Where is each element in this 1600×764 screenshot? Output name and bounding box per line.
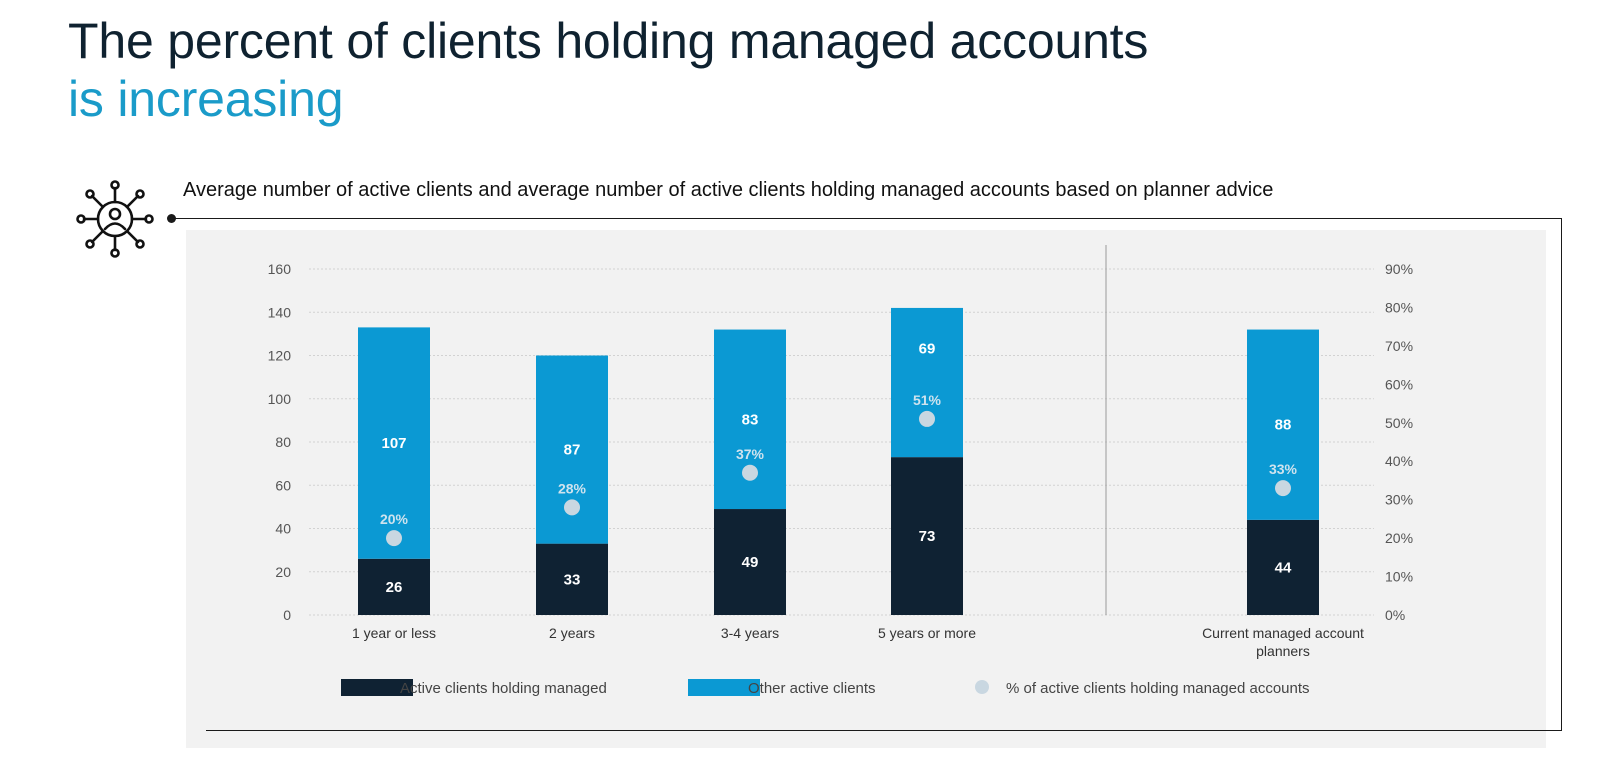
data-label-other: 69 [919,341,936,358]
data-label-managed: 44 [1275,559,1292,576]
percent-point [919,410,935,427]
y-right-tick-label: 20% [1385,530,1413,546]
percent-point [564,499,580,516]
percent-label: 33% [1269,461,1298,477]
subtitle-rule [172,218,1562,219]
y-left-tick-label: 60 [275,477,291,493]
bar-segment-managed [358,558,430,615]
title-block: The percent of clients holding managed a… [68,12,1148,128]
y-right-tick-label: 90% [1385,261,1413,277]
page-title: The percent of clients holding managed a… [68,13,1149,69]
frame-right-rule [1561,218,1562,730]
bar-segment-managed [536,543,608,615]
percent-point [742,464,758,481]
y-right-tick-label: 40% [1385,453,1413,469]
data-label-other: 83 [742,411,759,428]
bar-segment-managed [714,509,786,615]
chart-panel: 0 20 40 60 80 100 120 140 160 0% 10% 20% 30% 40% 50% 60… [186,230,1546,748]
legend-swatch-other [688,679,760,696]
data-label-managed: 49 [742,554,759,571]
y-left-tick-label: 120 [268,348,292,364]
legend-swatch-managed [341,679,413,696]
stacked-bar-chart: 0 20 40 60 80 100 120 140 160 0% 10% 20% 30% 40% 50% 60… [268,245,1413,697]
y-left-tick-label: 0 [283,607,291,623]
percent-label: 51% [913,392,942,408]
x-category-label: Current managed account [1202,625,1364,641]
bar-segment-other [891,307,963,458]
legend-label-managed: Active clients holding managed [400,680,607,697]
y-right-tick-label: 80% [1385,299,1413,315]
y-left-tick-label: 140 [268,304,292,320]
frame-bottom-rule [206,730,1562,731]
y-left-tick-label: 40 [275,521,291,537]
data-label-managed: 26 [386,579,403,596]
rule-dot [167,214,176,223]
x-category-label: planners [1256,643,1310,659]
percent-label: 28% [558,480,587,496]
percent-point [386,530,402,547]
y-right-tick-label: 50% [1385,415,1413,431]
x-category-label: 2 years [549,625,595,641]
y-right-tick-label: 10% [1385,569,1413,585]
chart-subtitle: Average number of active clients and ave… [183,179,1274,201]
y-left-tick-label: 160 [268,261,292,277]
legend-swatch-percent [975,680,989,694]
bar-segment-other [358,327,430,559]
percent-label: 37% [736,446,765,462]
network-people-icon [76,180,154,258]
percent-point [1275,480,1291,497]
legend-label-other: Other active clients [748,680,876,697]
y-right-tick-label: 60% [1385,376,1413,392]
x-category-label: 1 year or less [352,625,436,641]
x-category-label: 5 years or more [878,625,976,641]
page-title-accent: is increasing [68,71,344,127]
percent-label: 20% [380,511,409,527]
bar-segment-managed [891,457,963,615]
bar-segment-managed [1247,519,1319,615]
y-right-tick-label: 0% [1385,607,1405,623]
data-label-other: 88 [1275,417,1292,434]
y-right-tick-label: 70% [1385,338,1413,354]
data-label-managed: 73 [919,528,936,545]
data-label-other: 107 [381,435,406,452]
y-left-tick-label: 20 [275,564,291,580]
x-category-label: 3-4 years [721,625,779,641]
y-left-tick-label: 100 [268,391,292,407]
y-right-tick-label: 30% [1385,492,1413,508]
legend-label-percent: % of active clients holding managed acco… [1006,680,1310,697]
data-label-managed: 33 [564,571,581,588]
y-left-tick-label: 80 [275,434,291,450]
data-label-other: 87 [564,442,581,459]
